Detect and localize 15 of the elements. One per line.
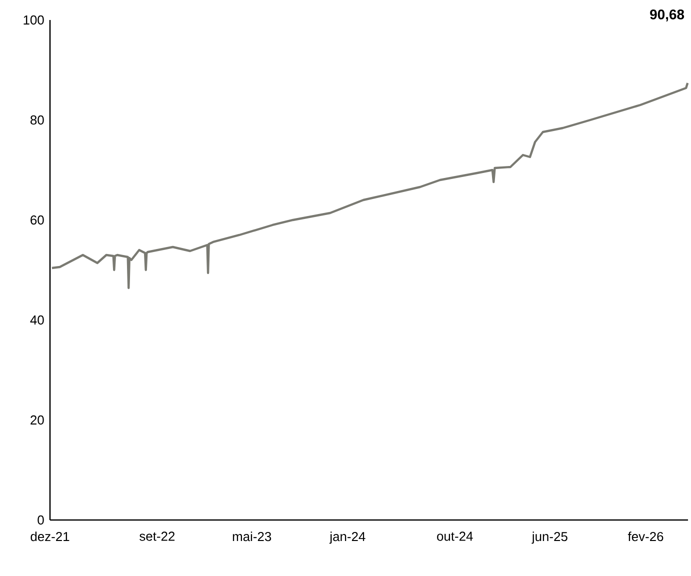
annotation: 90,68	[650, 10, 684, 22]
x-tick-label: jun-25	[532, 532, 568, 544]
x-tick-label: set-22	[140, 532, 175, 541]
y-tick-label: 20	[30, 415, 44, 425]
y-tick-label: 0	[38, 515, 44, 525]
x-tick-label: jan-24	[329, 532, 366, 544]
line-series	[50, 82, 689, 290]
x-tick-label: mai-23	[232, 532, 272, 542]
y-tick-label: 80	[30, 115, 44, 125]
y-tick-label: 60	[30, 215, 44, 225]
y-tick-label: 100	[24, 15, 44, 25]
x-tick-label: out-24	[437, 532, 473, 541]
x-tick-label: fev-26	[628, 532, 664, 542]
x-tick-label: dez-21	[30, 532, 70, 542]
y-tick-label: 40	[30, 315, 44, 325]
